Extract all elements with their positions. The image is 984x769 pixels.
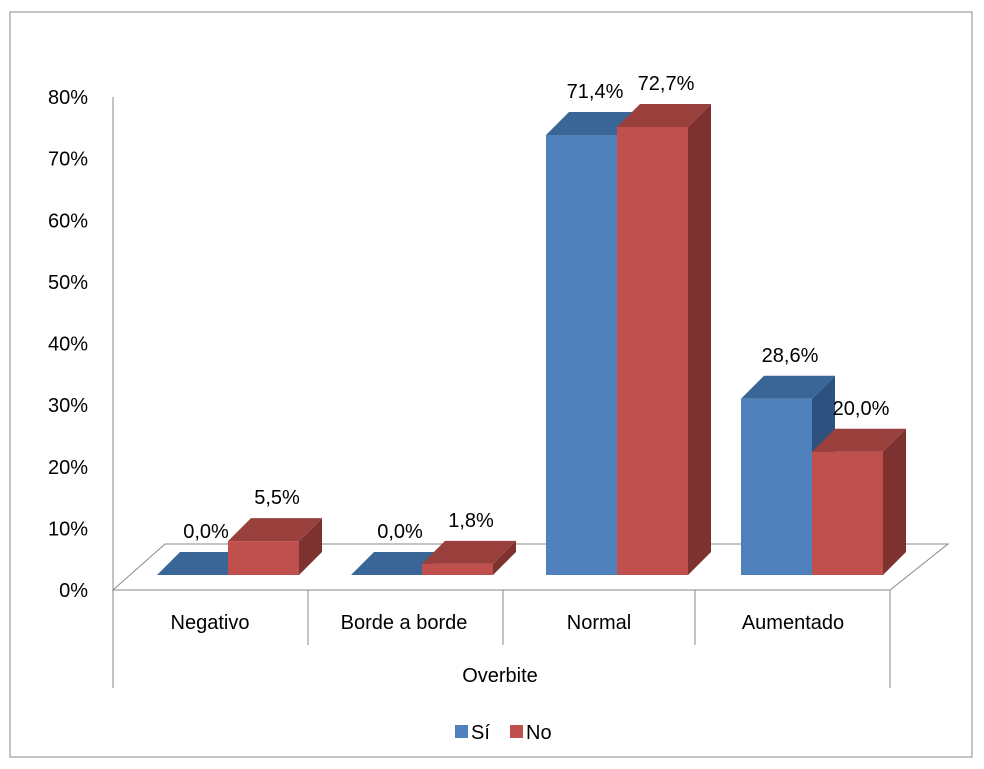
bar-top [351, 552, 445, 575]
data-label: 28,6% [762, 345, 819, 367]
y-tick-label: 30% [48, 395, 88, 417]
bar-top [546, 111, 640, 135]
legend-item: No [510, 722, 552, 744]
bar-top [157, 552, 251, 575]
data-label: 1,8% [448, 510, 494, 532]
bar-top [812, 428, 906, 452]
chart-floor [111, 543, 950, 591]
bars [157, 103, 906, 575]
bar-si [351, 552, 445, 575]
y-tick-label: 40% [48, 334, 88, 356]
legend-swatch [510, 725, 523, 738]
bar-top [228, 518, 322, 542]
y-tick-label: 60% [48, 210, 88, 232]
data-label: 0,0% [377, 521, 423, 543]
bar-front [812, 451, 883, 575]
bar-no [228, 518, 322, 575]
y-axis: 0% 10% 20% 30% 40% 50% 60% 70% 80% [48, 87, 114, 602]
legend-item: Sí [455, 722, 490, 744]
bar-si [157, 552, 251, 575]
y-tick-label: 20% [48, 457, 88, 479]
bar-front [617, 126, 688, 575]
bar-front [546, 134, 617, 575]
bar-no [617, 103, 711, 575]
y-tick-label: 80% [48, 87, 88, 109]
bar-side [883, 428, 906, 575]
bar-front [741, 398, 812, 575]
bar-top [741, 375, 835, 399]
bar-side [493, 540, 516, 575]
legend: Sí No [455, 722, 552, 744]
x-category-label: Negativo [171, 612, 250, 634]
legend-swatch [455, 725, 468, 738]
bar-front [228, 541, 299, 575]
bar-no [422, 540, 516, 575]
data-label: 0,0% [183, 521, 229, 543]
bar-side [688, 103, 711, 575]
y-tick-label: 10% [48, 518, 88, 540]
data-labels: 0,0% 5,5% 0,0% 1,8% 71,4% 72,7% 28,6% 20,0% [183, 73, 889, 543]
legend-label: Sí [471, 722, 490, 744]
data-label: 5,5% [254, 487, 300, 509]
x-category-label: Borde a borde [341, 612, 468, 634]
bar-side [299, 518, 322, 575]
bar-top [617, 103, 711, 127]
bar-front [422, 563, 493, 575]
y-tick-label: 70% [48, 149, 88, 171]
x-axis-title: Overbite [462, 665, 538, 687]
data-label: 71,4% [567, 81, 624, 103]
bar-top [422, 540, 516, 564]
y-tick-label: 50% [48, 272, 88, 294]
x-axis: Negativo Borde a borde Normal Aumentado [112, 590, 891, 688]
bar-no [812, 428, 906, 575]
x-category-label: Aumentado [742, 612, 844, 634]
x-category-label: Normal [567, 612, 631, 634]
floor-plane [111, 543, 950, 591]
y-tick-label: 0% [59, 580, 88, 602]
legend-label: No [526, 722, 552, 744]
data-label: 20,0% [833, 398, 890, 420]
data-label: 72,7% [638, 73, 695, 95]
